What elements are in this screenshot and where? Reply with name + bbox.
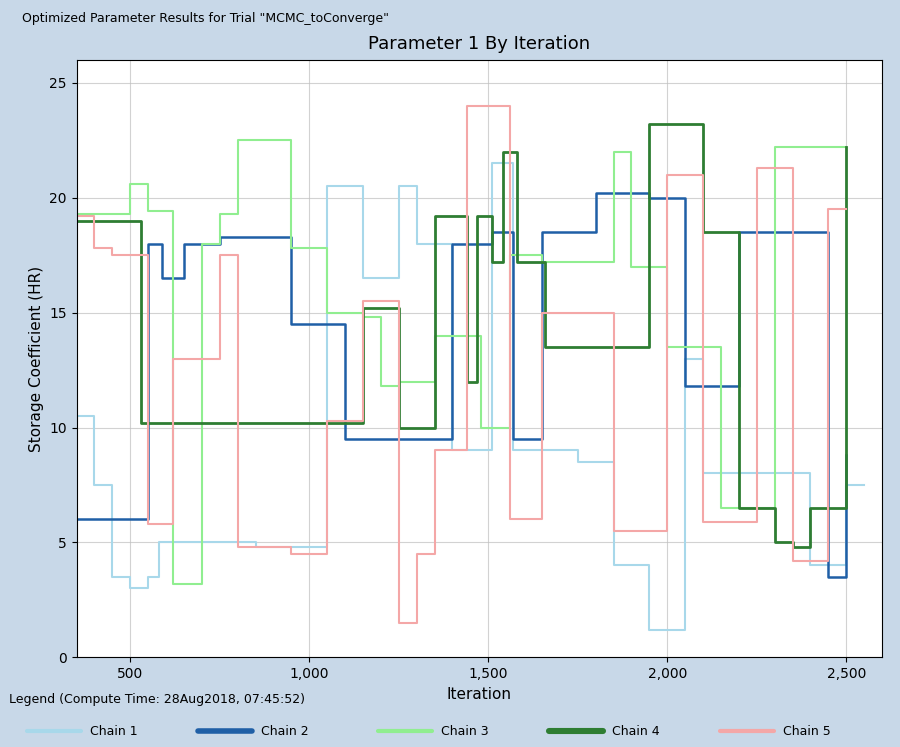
Text: Chain 3: Chain 3 [441,725,489,737]
Y-axis label: Storage Coefficient (HR): Storage Coefficient (HR) [29,265,43,452]
Text: Chain 5: Chain 5 [783,725,831,737]
Text: Chain 4: Chain 4 [612,725,660,737]
Text: Chain 2: Chain 2 [261,725,309,737]
Title: Parameter 1 By Iteration: Parameter 1 By Iteration [368,34,590,52]
X-axis label: Iteration: Iteration [446,686,512,701]
Text: Optimized Parameter Results for Trial "MCMC_toConverge": Optimized Parameter Results for Trial "M… [22,12,390,25]
Text: Legend (Compute Time: 28Aug2018, 07:45:52): Legend (Compute Time: 28Aug2018, 07:45:5… [9,693,305,706]
Text: Chain 1: Chain 1 [90,725,138,737]
